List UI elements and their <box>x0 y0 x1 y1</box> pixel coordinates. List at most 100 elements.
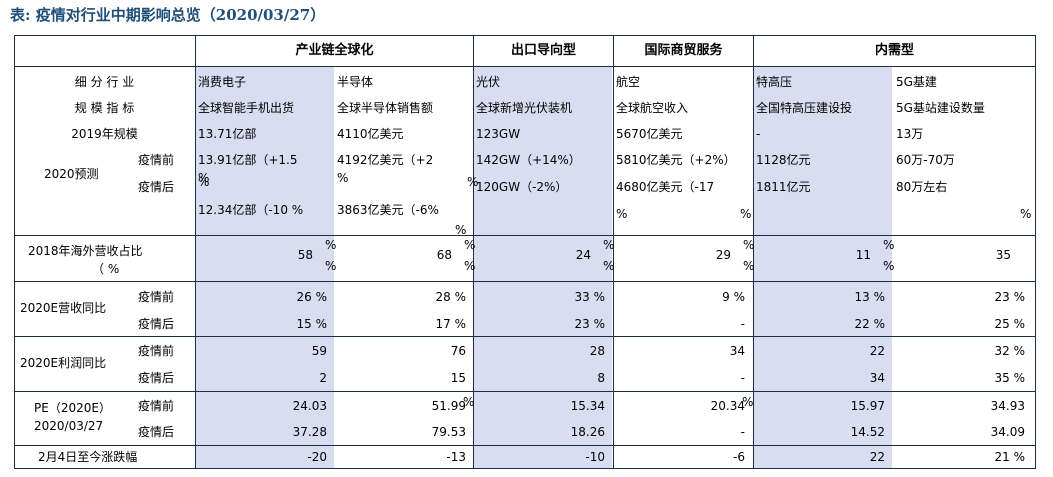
price-change: -10 <box>585 450 605 464</box>
pe-after: 79.53 <box>431 425 466 439</box>
table-title: 表: 疫情对行业中期影响总览（2020/03/27） <box>10 6 326 24</box>
rev-growth-before: 23 % <box>994 290 1026 304</box>
rev-growth-after: 25 % <box>994 317 1026 331</box>
size-2019: 13万 <box>896 127 924 141</box>
pe-pct: % <box>463 395 475 409</box>
overseas-share: 35 <box>995 248 1011 262</box>
pe-before: 51.99 <box>431 399 466 413</box>
group-header-export: 出口导向型 <box>510 43 576 58</box>
overseas-pct: % <box>325 259 337 273</box>
label-pe-line1: PE（2020E） <box>34 401 111 415</box>
size-2019: - <box>756 127 761 141</box>
overseas-pct: % <box>603 259 615 273</box>
overseas-pct: % <box>883 259 895 273</box>
pe-after: 14.52 <box>850 425 885 439</box>
label-forecast-after: 疫情后 <box>138 180 175 194</box>
label-overseas: 2018年海外营收占比 <box>28 244 143 258</box>
label-metric: 规 模 指 标 <box>74 101 135 115</box>
label-forecast-before: 疫情前 <box>138 153 175 167</box>
forecast-after-pct: % <box>616 207 628 221</box>
forecast-after: 80万左右 <box>896 180 948 194</box>
rev-growth-after: 15 % <box>296 317 328 331</box>
label-pe-after: 疫情后 <box>138 425 175 439</box>
pe-before: 20.34 <box>710 399 745 413</box>
rev-growth-after: 22 % <box>854 317 886 331</box>
overseas-share: 11 <box>855 248 871 262</box>
rule-r3 <box>14 336 1036 337</box>
profit-growth-before: 76 <box>450 344 466 358</box>
scale-metric: 全球半导体销售额 <box>337 101 434 115</box>
size-2019: 123GW <box>476 127 521 141</box>
forecast-before: 1128亿元 <box>756 153 811 167</box>
forecast-before: 142GW（+14%） <box>476 153 581 167</box>
rule-label <box>195 35 196 469</box>
label-rev-before: 疫情前 <box>138 290 175 304</box>
profit-growth-after: 8 <box>597 371 605 385</box>
overseas-pct: % <box>743 238 755 252</box>
pe-after: 37.28 <box>292 425 327 439</box>
profit-growth-before: 59 <box>311 344 327 358</box>
segment-name: 5G基建 <box>896 75 937 89</box>
rule-group3 <box>753 35 754 469</box>
price-change: -13 <box>446 450 466 464</box>
rule-group2 <box>613 35 614 469</box>
forecast-after: 120GW（-2%） <box>476 180 568 194</box>
size-2019: 13.71亿部 <box>198 127 257 141</box>
forecast-before: 13.91亿部（+1.5 <box>198 153 298 167</box>
scale-metric: 全球智能手机出货 <box>198 101 295 115</box>
rev-growth-after: - <box>740 317 745 331</box>
price-change: 22 <box>869 450 885 464</box>
overseas-share: 68 <box>436 248 452 262</box>
label-profit-after: 疫情后 <box>138 371 175 385</box>
pe-before: 15.97 <box>850 399 885 413</box>
overseas-pct: % <box>325 238 337 252</box>
group-header-domestic: 内需型 <box>874 43 914 58</box>
rev-growth-after: 17 % <box>435 317 467 331</box>
label-profit-before: 疫情前 <box>138 344 175 358</box>
rule-r4 <box>14 391 1036 392</box>
pe-after: 34.09 <box>990 425 1025 439</box>
label-segment: 细 分 行 业 <box>74 75 135 89</box>
overseas-pct: % <box>464 259 476 273</box>
forecast-after-pct: % <box>455 223 467 237</box>
rev-growth-before: 28 % <box>435 290 467 304</box>
size-2019: 4110亿美元 <box>337 127 404 141</box>
profit-growth-after: 2 <box>319 371 327 385</box>
overseas-pct: % <box>603 238 615 252</box>
group-header-trade-services: 国际商贸服务 <box>644 43 723 58</box>
forecast-before-wrap: % <box>337 171 349 185</box>
scale-metric: 5G基站建设数量 <box>896 101 985 115</box>
profit-growth-before: 32 % <box>994 344 1026 358</box>
forecast-after-pct: % <box>740 207 752 221</box>
rule-group1 <box>473 35 474 469</box>
rev-growth-after: 23 % <box>574 317 606 331</box>
rule-r2 <box>14 281 1036 282</box>
forecast-before: 4192亿美元（+2 <box>337 153 434 167</box>
shade-uhv <box>754 67 892 469</box>
pe-before: 34.93 <box>990 399 1025 413</box>
rule-r5 <box>14 445 1036 446</box>
forecast-before: 5810亿美元（+2%） <box>616 153 736 167</box>
rule-r1 <box>14 235 1036 236</box>
segment-name: 光伏 <box>476 75 501 89</box>
forecast-after: 4680亿美元（-17 <box>616 180 715 194</box>
forecast-after: 12.34亿部（-10 % <box>198 203 304 217</box>
rev-growth-before: 9 % <box>722 290 745 304</box>
profit-growth-before: 34 <box>729 344 745 358</box>
pe-before: 15.34 <box>570 399 605 413</box>
label-profit-growth: 2020E利润同比 <box>20 356 107 370</box>
segment-name: 特高压 <box>756 75 793 89</box>
scale-metric: 全国特高压建设投 <box>756 101 853 115</box>
rule-bottom <box>14 468 1036 469</box>
label-size-2019: 2019年规模 <box>71 127 138 141</box>
overseas-share: 29 <box>715 248 731 262</box>
forecast-before-wrap: % <box>198 171 210 185</box>
profit-growth-after: 34 <box>869 371 885 385</box>
segment-name: 航空 <box>616 75 641 89</box>
label-pe-before: 疫情前 <box>138 399 175 413</box>
price-change: -6 <box>733 450 745 464</box>
label-forecast-2020: 2020预测 <box>44 167 99 181</box>
pe-pct: % <box>742 395 754 409</box>
forecast-after: 3863亿美元（-6% <box>337 203 439 217</box>
profit-growth-after: 35 % <box>994 371 1026 385</box>
